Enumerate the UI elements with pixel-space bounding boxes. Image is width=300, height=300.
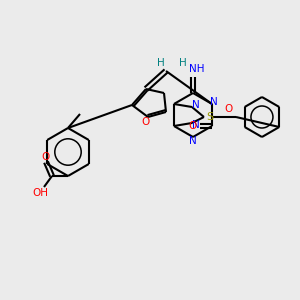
Text: H: H: [179, 58, 187, 68]
Text: N: N: [192, 120, 200, 130]
Text: O: O: [188, 121, 196, 131]
Text: H: H: [157, 58, 165, 68]
Text: NH: NH: [189, 64, 205, 74]
Text: O: O: [225, 104, 233, 114]
Text: N: N: [192, 100, 200, 110]
Text: N: N: [210, 97, 218, 107]
Text: N: N: [189, 136, 197, 146]
Text: O: O: [142, 117, 150, 127]
Text: OH: OH: [32, 188, 48, 198]
Text: O: O: [42, 152, 50, 162]
Text: S: S: [206, 112, 214, 122]
